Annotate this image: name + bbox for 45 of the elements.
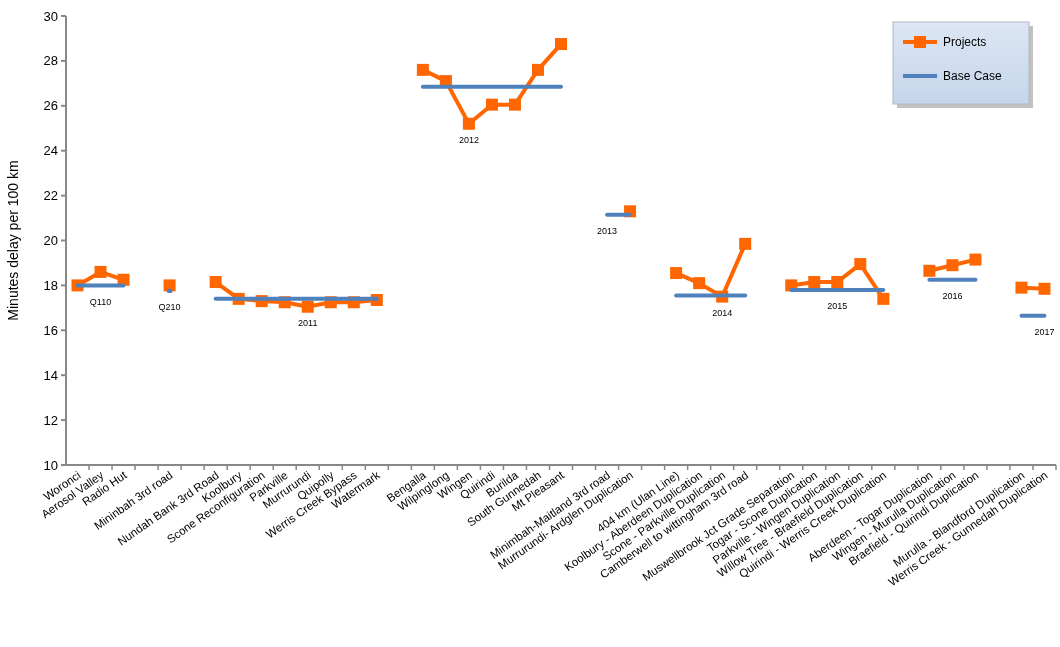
y-tick-label: 10	[43, 457, 58, 473]
point	[1015, 281, 1028, 294]
point	[923, 264, 936, 277]
point	[462, 117, 475, 130]
y-tick-label: 28	[43, 53, 58, 69]
point	[209, 276, 222, 289]
annotation: 2013	[597, 225, 618, 236]
y-tick-label: 18	[43, 277, 58, 293]
annotation: 2014	[712, 307, 733, 318]
point	[946, 259, 959, 272]
annotation: Q110	[89, 296, 112, 307]
y-tick-label: 20	[43, 233, 58, 249]
point	[808, 276, 821, 289]
point	[1038, 282, 1051, 295]
y-tick-label: 16	[43, 322, 58, 338]
y-tick-label: 30	[43, 8, 58, 24]
point	[693, 277, 706, 290]
point	[854, 258, 867, 271]
annotation: 2012	[458, 134, 479, 145]
annotation: 2011	[298, 317, 318, 328]
y-tick-label: 14	[43, 367, 58, 383]
point	[301, 300, 314, 313]
point	[508, 98, 521, 111]
y-tick-label: 26	[43, 98, 58, 114]
annotation: 2015	[827, 301, 848, 312]
point	[555, 38, 567, 51]
point	[831, 276, 844, 289]
point	[969, 253, 982, 266]
annotation: Q210	[158, 302, 181, 313]
y-tick-label: 22	[43, 188, 58, 204]
point	[877, 292, 890, 305]
point	[163, 279, 176, 292]
y-axis-title: Minutes delay per 100 km	[5, 160, 21, 321]
legend-label: Projects	[943, 35, 987, 50]
point	[531, 63, 544, 76]
point	[739, 237, 752, 250]
y-tick-label: 24	[43, 143, 58, 159]
point	[94, 265, 107, 278]
annotation: 2016	[942, 290, 963, 301]
y-tick-label: 12	[43, 412, 58, 428]
annotation: 2017	[1034, 326, 1055, 337]
point	[670, 267, 683, 280]
point	[485, 98, 498, 111]
legend-label: Base Case	[943, 69, 1003, 84]
point	[416, 63, 429, 76]
